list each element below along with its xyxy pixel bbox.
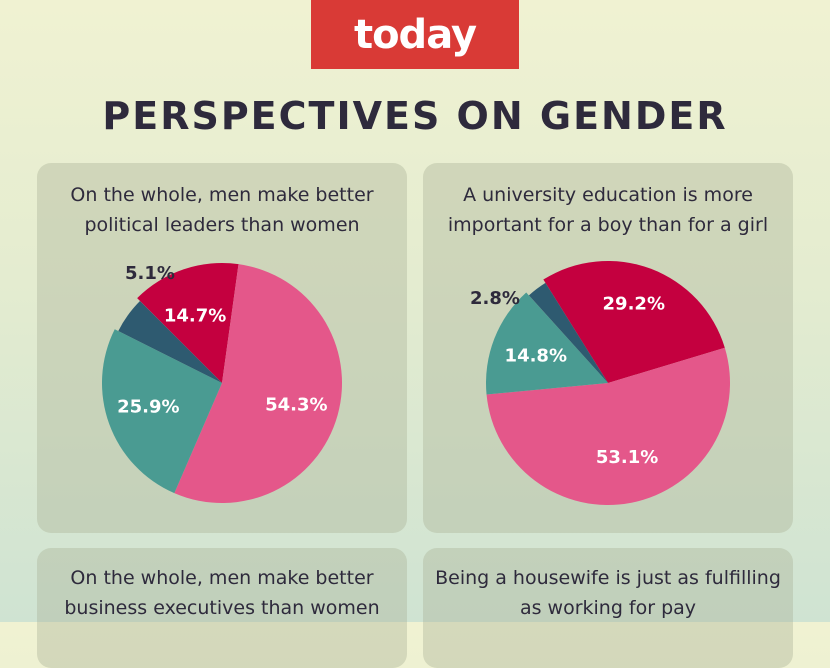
pie-slice — [486, 347, 730, 505]
pie-slice — [137, 263, 239, 383]
pie-slice — [528, 282, 608, 383]
chart-card-university-education: A university education is more important… — [423, 163, 793, 533]
chart-title: On the whole, men make better business e… — [64, 567, 380, 619]
pie-slice — [101, 329, 222, 494]
chart-title: A university education is more important… — [447, 184, 769, 236]
pie-slice — [486, 292, 608, 395]
slice-label: 14.7% — [164, 306, 226, 327]
slice-label: 53.1% — [596, 447, 658, 468]
chart-card-business-executives: On the whole, men make better business e… — [37, 548, 407, 668]
slice-label: 29.2% — [603, 293, 665, 314]
pie-chart-political-leaders: 14.7% 54.3% 25.9% 5.1% — [101, 263, 342, 503]
slice-label: 25.9% — [117, 397, 179, 418]
slice-label: 14.8% — [505, 345, 567, 366]
chart-card-political-leaders: On the whole, men make better political … — [37, 163, 407, 533]
slice-label: 54.3% — [265, 394, 327, 415]
chart-card-housewife: Being a housewife is just as fulfilling … — [423, 548, 793, 668]
pie-slice — [174, 264, 342, 503]
slice-label: 5.1% — [125, 263, 175, 284]
logo-text: today — [353, 11, 477, 58]
chart-title: Being a housewife is just as fulfilling … — [435, 567, 781, 619]
chart-title: On the whole, men make better political … — [70, 184, 374, 236]
pie-slice — [118, 300, 222, 383]
pie-chart-university-education: 29.2% 53.1% 14.8% 2.8% — [470, 261, 730, 505]
pie-slice — [543, 261, 725, 383]
today-logo: today — [311, 0, 519, 69]
slice-label: 2.8% — [470, 288, 520, 309]
page-title: PERSPECTIVES ON GENDER — [102, 94, 728, 138]
